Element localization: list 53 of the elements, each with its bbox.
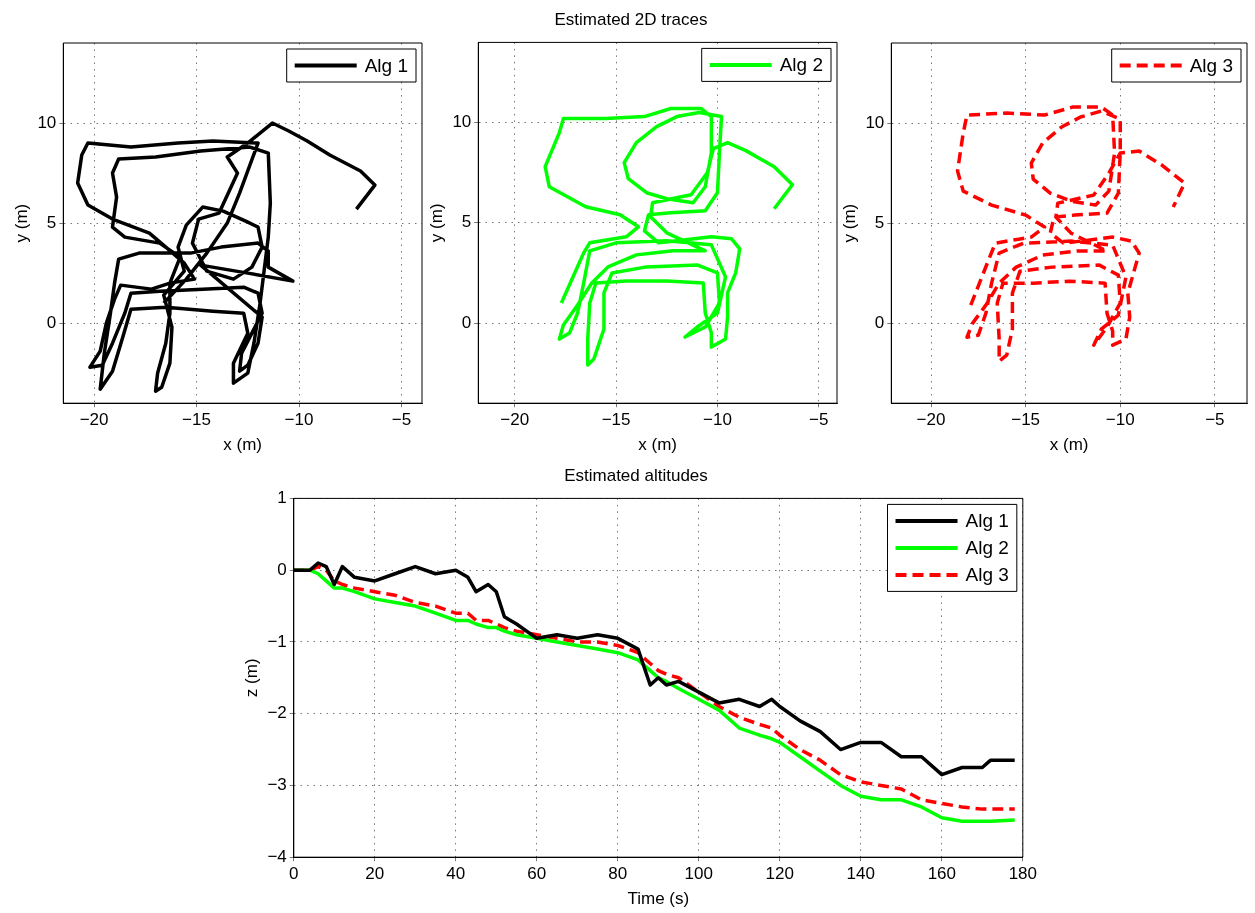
x-tick-label: 180 — [1008, 864, 1038, 884]
x-tick-label: 20 — [365, 864, 385, 884]
x-axis-title: x (m) — [1049, 435, 1089, 455]
x-tick-label: 40 — [446, 864, 466, 884]
y-tick-label: 10 — [865, 112, 885, 132]
x-tick-label: −20 — [500, 410, 530, 430]
x-tick-label: −10 — [284, 410, 314, 430]
x-tick-label: −5 — [809, 410, 829, 430]
x-tick-label: −20 — [916, 410, 946, 430]
y-tick-label: −4 — [267, 846, 287, 866]
y-tick-label: 1 — [277, 488, 287, 508]
legend-label: Alg 1 — [965, 510, 1009, 532]
y-tick-label: 0 — [277, 559, 287, 579]
x-axis-title: x (m) — [638, 435, 678, 455]
y-tick-label: 10 — [452, 112, 472, 132]
y-tick-label: 10 — [37, 112, 57, 132]
chart-title: Estimated altitudes — [564, 465, 708, 485]
x-tick-label: 100 — [684, 864, 713, 884]
y-tick-label: 0 — [46, 312, 57, 332]
legend-label: Alg 2 — [779, 54, 824, 76]
y-tick-label: 0 — [461, 312, 472, 332]
x-tick-label: 120 — [765, 864, 794, 884]
x-tick-label: −10 — [703, 410, 732, 430]
legend-label: Alg 2 — [965, 537, 1009, 559]
x-tick-label: −15 — [601, 410, 631, 430]
chart-title: Estimated 2D traces — [554, 9, 708, 29]
legend-label: Alg 3 — [1189, 54, 1234, 76]
x-tick-label: 140 — [846, 864, 875, 884]
y-axis-title: z (m) — [241, 658, 261, 698]
y-tick-label: 5 — [46, 212, 57, 232]
x-axis-title: x (m) — [223, 435, 263, 455]
x-tick-label: −15 — [182, 410, 211, 430]
y-tick-label: 5 — [874, 212, 885, 232]
y-axis-title: y (m) — [426, 203, 446, 243]
x-tick-label: 160 — [927, 864, 956, 884]
line-series — [955, 105, 1187, 363]
y-tick-label: 5 — [461, 212, 472, 232]
legend-label: Alg 1 — [364, 54, 409, 76]
x-tick-label: −5 — [391, 410, 412, 430]
y-tick-label: −3 — [267, 775, 287, 795]
y-tick-label: −1 — [267, 631, 287, 651]
x-tick-label: −15 — [1011, 410, 1041, 430]
x-tick-label: −10 — [1105, 410, 1135, 430]
y-axis-title: y (m) — [839, 203, 859, 243]
legend-label: Alg 3 — [965, 564, 1009, 586]
x-tick-label: 60 — [527, 864, 547, 884]
y-tick-label: 0 — [874, 312, 885, 332]
y-axis-title: y (m) — [11, 203, 31, 243]
x-tick-label: −20 — [79, 410, 109, 430]
y-tick-label: −2 — [267, 703, 287, 723]
x-tick-label: 80 — [608, 864, 628, 884]
x-axis-title: Time (s) — [627, 889, 690, 909]
x-tick-label: −5 — [1205, 410, 1225, 430]
